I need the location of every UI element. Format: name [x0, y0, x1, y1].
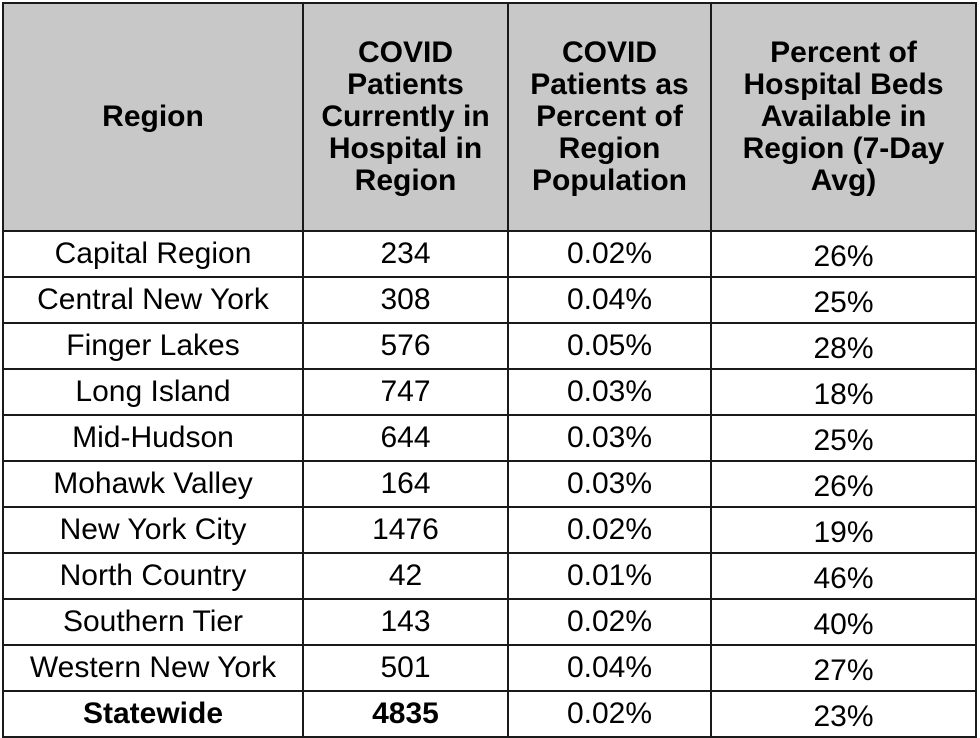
patients-cell: 234 [302, 230, 509, 278]
beds-available-cell: 40% [710, 598, 977, 646]
region-cell: Central New York [2, 276, 304, 324]
patients-cell: 501 [302, 644, 509, 692]
population-percent-cell: 0.03% [507, 368, 712, 416]
region-cell: Mohawk Valley [2, 460, 304, 508]
patients-cell: 1476 [302, 506, 509, 554]
population-percent-cell: 0.05% [507, 322, 712, 370]
table-row: Long Island 747 0.03% 18% [2, 368, 977, 416]
beds-available-cell: 46% [710, 552, 977, 600]
region-cell: Southern Tier [2, 598, 304, 646]
header-patients-in-hospital: COVID Patients Currently in Hospital in … [302, 2, 509, 232]
beds-available-cell: 28% [710, 322, 977, 370]
region-cell: North Country [2, 552, 304, 600]
region-cell: Mid-Hudson [2, 414, 304, 462]
beds-available-cell: 25% [710, 414, 977, 462]
patients-cell: 164 [302, 460, 509, 508]
patients-cell: 308 [302, 276, 509, 324]
patients-cell: 42 [302, 552, 509, 600]
beds-available-cell: 23% [710, 690, 977, 738]
patients-cell: 644 [302, 414, 509, 462]
table-row: New York City 1476 0.02% 19% [2, 506, 977, 554]
table-row: Central New York 308 0.04% 25% [2, 276, 977, 324]
header-row: Region COVID Patients Currently in Hospi… [2, 2, 977, 232]
table-row: Finger Lakes 576 0.05% 28% [2, 322, 977, 370]
patients-cell: 576 [302, 322, 509, 370]
region-cell: Capital Region [2, 230, 304, 278]
population-percent-cell: 0.02% [507, 598, 712, 646]
beds-available-cell: 26% [710, 230, 977, 278]
beds-available-cell: 26% [710, 460, 977, 508]
population-percent-cell: 0.02% [507, 230, 712, 278]
population-percent-cell: 0.04% [507, 644, 712, 692]
population-percent-cell: 0.03% [507, 460, 712, 508]
patients-cell: 4835 [302, 690, 509, 738]
header-percent-beds-available: Percent of Hospital Beds Available in Re… [710, 2, 977, 232]
table-row: Western New York 501 0.04% 27% [2, 644, 977, 692]
beds-available-cell: 25% [710, 276, 977, 324]
patients-cell: 747 [302, 368, 509, 416]
beds-available-cell: 27% [710, 644, 977, 692]
region-cell: Statewide [2, 690, 304, 738]
region-cell: Finger Lakes [2, 322, 304, 370]
header-region: Region [2, 2, 304, 232]
population-percent-cell: 0.03% [507, 414, 712, 462]
table-body: Capital Region 234 0.02% 26% Central New Yor… [2, 230, 977, 738]
population-percent-cell: 0.04% [507, 276, 712, 324]
beds-available-cell: 18% [710, 368, 977, 416]
region-cell: Western New York [2, 644, 304, 692]
header-percent-of-population: COVID Patients as Percent of Region Popu… [507, 2, 712, 232]
table-row: Southern Tier 143 0.02% 40% [2, 598, 977, 646]
region-cell: New York City [2, 506, 304, 554]
region-cell: Long Island [2, 368, 304, 416]
population-percent-cell: 0.02% [507, 690, 712, 738]
table-row: North Country 42 0.01% 46% [2, 552, 977, 600]
statewide-total-row: Statewide 4835 0.02% 23% [2, 690, 977, 738]
table-row: Mid-Hudson 644 0.03% 25% [2, 414, 977, 462]
patients-cell: 143 [302, 598, 509, 646]
table-row: Capital Region 234 0.02% 26% [2, 230, 977, 278]
population-percent-cell: 0.01% [507, 552, 712, 600]
beds-available-cell: 19% [710, 506, 977, 554]
table-row: Mohawk Valley 164 0.03% 26% [2, 460, 977, 508]
population-percent-cell: 0.02% [507, 506, 712, 554]
